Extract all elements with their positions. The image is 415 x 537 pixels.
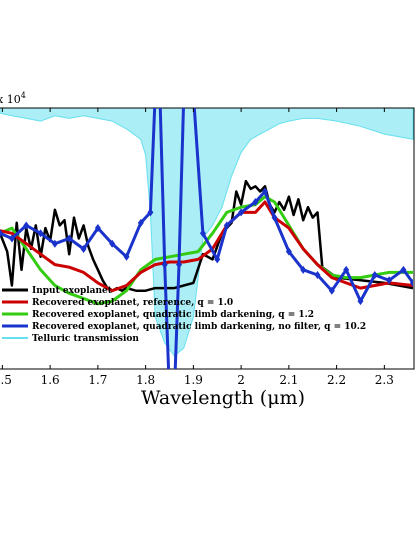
marker-point [23, 221, 30, 230]
marker-point [199, 229, 206, 238]
y-multiplier-label: x 104 [0, 91, 26, 106]
series-line-2 [0, 195, 413, 306]
marker-point [137, 218, 144, 227]
marker-point [314, 271, 321, 280]
marker-point [8, 234, 15, 243]
marker-point [94, 224, 101, 233]
marker-point [238, 208, 245, 217]
x-ticks: 1.5 1.6 1.7 1.8 1.9 2 2.1 2.2 2.3 [0, 108, 394, 387]
marker-point [109, 239, 116, 248]
marker-point [285, 247, 292, 256]
marker-point [328, 286, 335, 295]
marker-point [343, 265, 350, 274]
x-tick-label: 2.3 [375, 373, 394, 387]
x-tick-label: 1.7 [88, 373, 107, 387]
legend-entry: Recovered exoplanet, quadratic limb dark… [32, 310, 314, 320]
marker-point [386, 276, 393, 285]
series-line-1 [0, 200, 413, 293]
telluric-transmission-fill [0, 107, 414, 357]
legend: Input exoplanet Recovered exoplanet, refe… [2, 286, 366, 344]
x-axis-label: Wavelength (μm) [141, 387, 305, 409]
series-group [0, 108, 413, 369]
marker-point [0, 229, 3, 238]
x-tick-label: 2.1 [279, 373, 298, 387]
marker-point [357, 297, 364, 306]
marker-point [300, 265, 307, 274]
marker-point [261, 187, 268, 196]
x-tick-label: 2 [237, 373, 245, 387]
marker-point [214, 255, 221, 264]
marker-point [123, 252, 130, 261]
legend-entry: Recovered exoplanet, quadratic limb dark… [32, 322, 366, 332]
marker-point [410, 278, 413, 287]
marker-point [371, 271, 378, 280]
marker-point [176, 260, 183, 269]
legend-entry: Telluric transmission [32, 334, 139, 344]
y-multiplier-exponent: 4 [21, 91, 26, 100]
legend-entry: Recovered exoplanet, reference, q = 1.0 [32, 298, 233, 308]
marker-point [80, 244, 87, 253]
telluric-series [0, 107, 414, 357]
series-1 [0, 200, 413, 293]
x-tick-label: 1.5 [0, 373, 12, 387]
marker-point [66, 234, 73, 243]
marker-point [37, 229, 44, 238]
marker-point [223, 221, 230, 230]
x-tick-label: 1.9 [184, 373, 203, 387]
plot-frame [0, 107, 415, 370]
marker-point [147, 208, 154, 217]
marker-point [271, 213, 278, 222]
x-tick-label: 1.8 [136, 373, 155, 387]
series-3 [0, 108, 413, 369]
legend-entry: Input exoplanet [32, 286, 113, 296]
x-tick-label: 2.2 [327, 373, 346, 387]
series-2 [0, 195, 413, 306]
x-tick-label: 1.6 [41, 373, 60, 387]
marker-point [161, 260, 168, 269]
marker-point [400, 265, 407, 274]
marker-point [51, 239, 58, 248]
marker-point [252, 197, 259, 206]
